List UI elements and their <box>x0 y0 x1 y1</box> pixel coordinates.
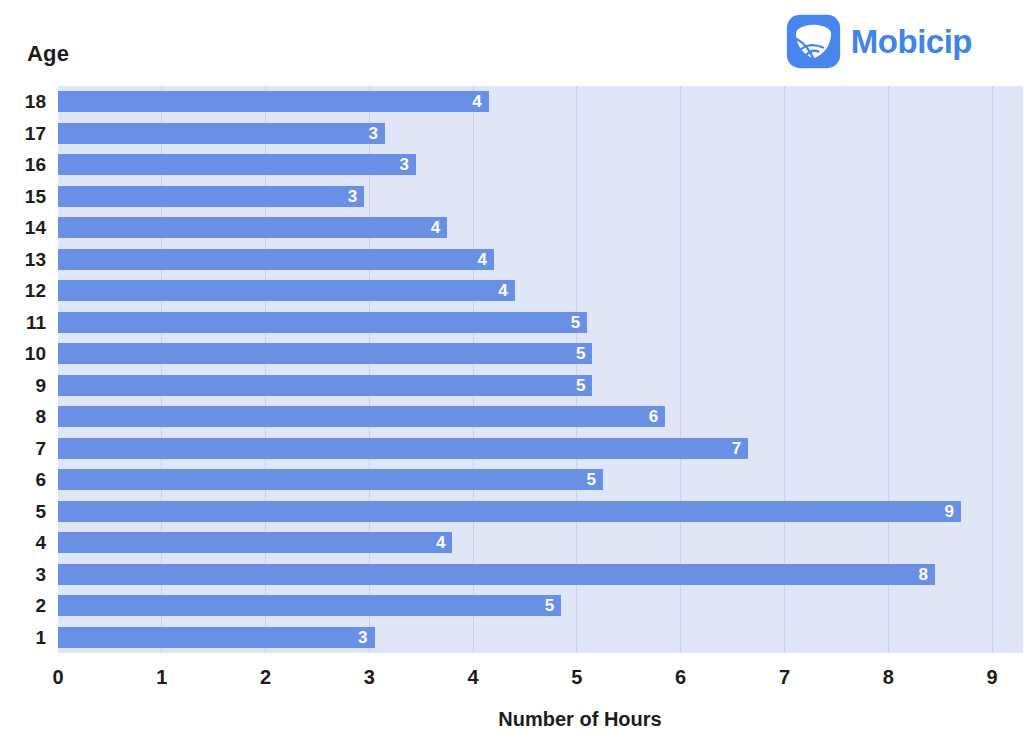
bar-age-2: 5 <box>58 595 561 616</box>
y-axis-title: Age <box>27 41 69 67</box>
y-tick-label-age-10: 10 <box>0 338 46 370</box>
bar-age-4: 4 <box>58 532 452 553</box>
bar-value-label: 5 <box>571 314 587 331</box>
bar-age-3: 8 <box>58 564 935 585</box>
y-tick-label-age-18: 18 <box>0 86 46 118</box>
bar-age-8: 6 <box>58 406 665 427</box>
bar-value-label: 4 <box>472 93 488 110</box>
plot-area: 433344455567594853 <box>58 86 1023 653</box>
bar-value-label: 4 <box>436 534 452 551</box>
y-tick-label-age-12: 12 <box>0 275 46 307</box>
bar-age-1: 3 <box>58 627 375 648</box>
bar-age-17: 3 <box>58 123 385 144</box>
y-tick-label-age-13: 13 <box>0 244 46 276</box>
bar-age-10: 5 <box>58 343 592 364</box>
bar-value-label: 5 <box>586 471 602 488</box>
bar-age-5: 9 <box>58 501 961 522</box>
y-axis-labels: 181716151413121110987654321 <box>0 86 46 653</box>
bar-value-label: 6 <box>649 408 665 425</box>
bar-value-label: 3 <box>348 188 364 205</box>
x-tick-label-2: 2 <box>260 666 271 689</box>
bar-value-label: 3 <box>358 629 374 646</box>
bar-value-label: 8 <box>918 566 934 583</box>
x-tick-label-8: 8 <box>883 666 894 689</box>
bar-value-label: 9 <box>944 503 960 520</box>
bar-age-9: 5 <box>58 375 592 396</box>
x-axis-title: Number of Hours <box>498 708 661 731</box>
mobicip-shield-icon <box>786 14 841 69</box>
bar-age-15: 3 <box>58 186 364 207</box>
bar-value-label: 3 <box>400 156 416 173</box>
x-tick-label-6: 6 <box>675 666 686 689</box>
bar-age-16: 3 <box>58 154 416 175</box>
y-tick-label-age-15: 15 <box>0 181 46 213</box>
bar-age-11: 5 <box>58 312 587 333</box>
bar-age-18: 4 <box>58 91 489 112</box>
bar-value-label: 3 <box>368 125 384 142</box>
bar-age-13: 4 <box>58 249 494 270</box>
y-tick-label-age-1: 1 <box>0 622 46 654</box>
y-tick-label-age-17: 17 <box>0 118 46 150</box>
bar-value-label: 4 <box>498 282 514 299</box>
mobicip-logo: Mobicip <box>786 14 972 69</box>
bar-value-label: 4 <box>431 219 447 236</box>
bar-value-label: 4 <box>477 251 493 268</box>
y-tick-label-age-11: 11 <box>0 307 46 339</box>
y-tick-label-age-4: 4 <box>0 527 46 559</box>
brand-name: Mobicip <box>851 23 972 61</box>
bar-value-label: 5 <box>576 345 592 362</box>
bar-value-label: 7 <box>732 440 748 457</box>
bar-age-14: 4 <box>58 217 447 238</box>
x-tick-label-4: 4 <box>468 666 479 689</box>
y-tick-label-age-6: 6 <box>0 464 46 496</box>
y-tick-label-age-2: 2 <box>0 590 46 622</box>
y-tick-label-age-5: 5 <box>0 496 46 528</box>
bar-age-7: 7 <box>58 438 748 459</box>
bar-age-12: 4 <box>58 280 515 301</box>
x-tick-label-1: 1 <box>156 666 167 689</box>
screen-time-chart-page: Age Mobicip 433344455567594853 181716151… <box>0 0 1024 742</box>
bar-age-6: 5 <box>58 469 603 490</box>
y-tick-label-age-14: 14 <box>0 212 46 244</box>
y-tick-label-age-16: 16 <box>0 149 46 181</box>
gridline-9 <box>992 86 993 653</box>
x-tick-label-5: 5 <box>571 666 582 689</box>
y-tick-label-age-9: 9 <box>0 370 46 402</box>
y-tick-label-age-3: 3 <box>0 559 46 591</box>
y-tick-label-age-8: 8 <box>0 401 46 433</box>
x-tick-label-7: 7 <box>779 666 790 689</box>
bar-value-label: 5 <box>576 377 592 394</box>
bar-value-label: 5 <box>545 597 561 614</box>
y-tick-label-age-7: 7 <box>0 433 46 465</box>
x-tick-label-0: 0 <box>52 666 63 689</box>
x-tick-label-3: 3 <box>364 666 375 689</box>
x-tick-label-9: 9 <box>986 666 997 689</box>
